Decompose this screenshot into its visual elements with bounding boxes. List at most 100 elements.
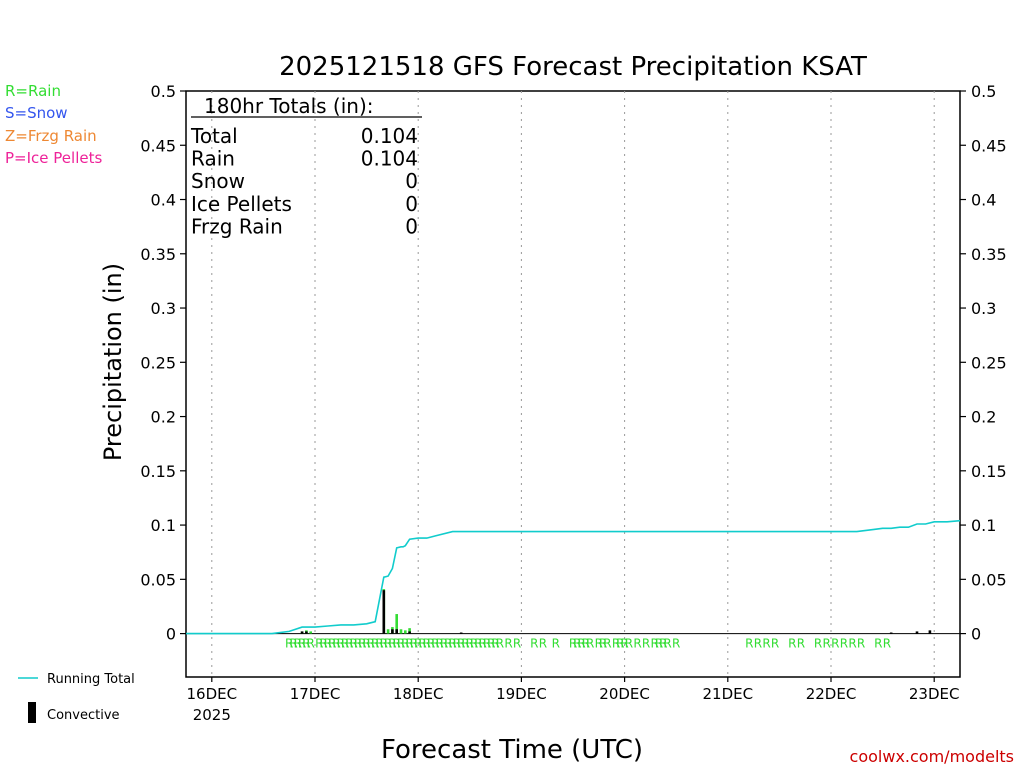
x-axis-label: Forecast Time (UTC): [381, 735, 643, 765]
rain-bar: [408, 628, 411, 634]
precip-type-marker-r: R: [513, 637, 521, 651]
totals-row-value: 0: [405, 169, 418, 193]
site-link[interactable]: coolwx.com/modelts: [850, 747, 1014, 766]
precip-type-marker-r: R: [315, 637, 323, 651]
precip-type-marker-r: R: [431, 637, 439, 651]
x-tick-label: 16DEC: [187, 685, 238, 703]
precip-type-marker-r: R: [569, 637, 577, 651]
convective-bar: [459, 632, 463, 634]
precip-type-marker-r: R: [823, 637, 831, 651]
rain-bar: [399, 629, 403, 634]
y-tick-label-right: 0.25: [971, 353, 1007, 372]
convective-bar: [382, 590, 386, 634]
rain-bar: [395, 614, 398, 634]
precip-type-marker-r: R: [285, 637, 293, 651]
y-tick-label-left: 0.2: [151, 408, 176, 427]
precip-type-marker-r: R: [410, 637, 418, 651]
x-tick-label: 19DEC: [496, 685, 547, 703]
plot-frame: [185, 90, 961, 678]
precip-type-marker-r: R: [672, 637, 680, 651]
y-tick-label-left: 0.15: [140, 462, 176, 481]
y-tick-label-right: 0.45: [971, 136, 1007, 155]
x-tick-label: 22DEC: [806, 685, 857, 703]
y-tick-label-left: 0: [166, 625, 176, 644]
precip-type-marker-r: R: [337, 637, 345, 651]
precip-bars: [186, 589, 960, 635]
precip-type-marker-r: R: [487, 637, 495, 651]
precip-type-marker-r: R: [483, 637, 491, 651]
precip-type-marker-r: R: [883, 637, 891, 651]
convective-bar: [300, 631, 304, 634]
y-tick-label-right: 0.05: [971, 570, 1007, 589]
precip-type-marker-r: R: [504, 637, 512, 651]
y-tick-label-right: 0.35: [971, 245, 1007, 264]
precip-type-marker-r: R: [341, 637, 349, 651]
legend-snow: S=Snow: [5, 104, 68, 122]
y-tick-label-right: 0.1: [971, 516, 996, 535]
x-tick-sublabel: 2025: [193, 706, 231, 724]
precip-type-marker-r: R: [651, 637, 659, 651]
chart-title: 2025121518 GFS Forecast Precipitation KS…: [279, 52, 867, 82]
precip-type-marker-r: R: [453, 637, 461, 651]
precip-type-marker-r: R: [625, 637, 633, 651]
precip-type-marker-r: R: [375, 637, 383, 651]
precip-type-marker-r: R: [496, 637, 504, 651]
x-tick-label: 18DEC: [393, 685, 444, 703]
precip-type-marker-r: R: [603, 637, 611, 651]
precip-type-marker-r: R: [294, 637, 302, 651]
y-tick-label-left: 0.25: [140, 353, 176, 372]
running-total-series: [186, 519, 961, 635]
precip-type-marker-r: R: [530, 637, 538, 651]
precip-type-marker-r: R: [586, 637, 594, 651]
precip-type-marker-r: R: [857, 637, 865, 651]
precip-type-marker-r: R: [663, 637, 671, 651]
totals-row-label: Ice Pellets: [191, 192, 292, 216]
precip-type-marker-r: R: [659, 637, 667, 651]
precip-type-marker-r: R: [466, 637, 474, 651]
precip-type-marker-r: R: [405, 637, 413, 651]
y-tick-label-right: 0.4: [971, 191, 996, 210]
precip-type-marker-r: R: [345, 637, 353, 651]
precip-type-marker-r: R: [582, 637, 590, 651]
y-tick-label-left: 0.3: [151, 299, 176, 318]
precip-type-marker-r: R: [423, 637, 431, 651]
vertical-gridlines: [211, 91, 935, 677]
y-tick-label-left: 0.1: [151, 516, 176, 535]
precip-type-marker-r: R: [539, 637, 547, 651]
precip-type-marker-r: R: [788, 637, 796, 651]
y-tick-label-left: 0.35: [140, 245, 176, 264]
y-tick-label-left: 0.4: [151, 191, 176, 210]
totals-row-value: 0.104: [361, 124, 418, 148]
precip-type-marker-r: R: [324, 637, 332, 651]
precip-type-marker-r: R: [393, 637, 401, 651]
precip-type-marker-r: R: [771, 637, 779, 651]
precip-type-marker-r: R: [642, 637, 650, 651]
precip-type-marker-r: R: [831, 637, 839, 651]
precip-type-marker-r: R: [328, 637, 336, 651]
x-ticks: 16DEC 2025 17DEC 18DEC 19DEC 20DEC 21DEC 22DEC 2…: [187, 677, 960, 724]
y-tick-label-right: 0.5: [971, 82, 996, 101]
x-tick-label: 23DEC: [909, 685, 960, 703]
legend-frzg-rain: Z=Frzg Rain: [5, 127, 97, 145]
y-tick-label-left: 0.5: [151, 82, 176, 101]
precip-type-marker-r: R: [616, 637, 624, 651]
precip-type-marker-r: R: [491, 637, 499, 651]
legend-ice-pellets: P=Ice Pellets: [5, 149, 102, 167]
totals-heading: 180hr Totals (in):: [204, 94, 374, 118]
precip-type-marker-r: R: [754, 637, 762, 651]
totals-row-value: 0: [405, 214, 418, 238]
precip-type-marker-r: R: [848, 637, 856, 651]
y-tick-label-right: 0.15: [971, 462, 1007, 481]
precip-type-marker-r: R: [371, 637, 379, 651]
precip-type-marker-r: R: [307, 637, 315, 651]
precip-type-marker-r: R: [401, 637, 409, 651]
precip-type-marker-r: R: [745, 637, 753, 651]
precip-type-marker-r: R: [762, 637, 770, 651]
precip-type-marker-r: R: [470, 637, 478, 651]
convective-legend-swatch: [28, 702, 36, 723]
convective-bar: [928, 630, 932, 634]
precip-type-marker-r: R: [289, 637, 297, 651]
precip-type-marker-r: R: [457, 637, 465, 651]
precip-type-marker-r: R: [840, 637, 848, 651]
